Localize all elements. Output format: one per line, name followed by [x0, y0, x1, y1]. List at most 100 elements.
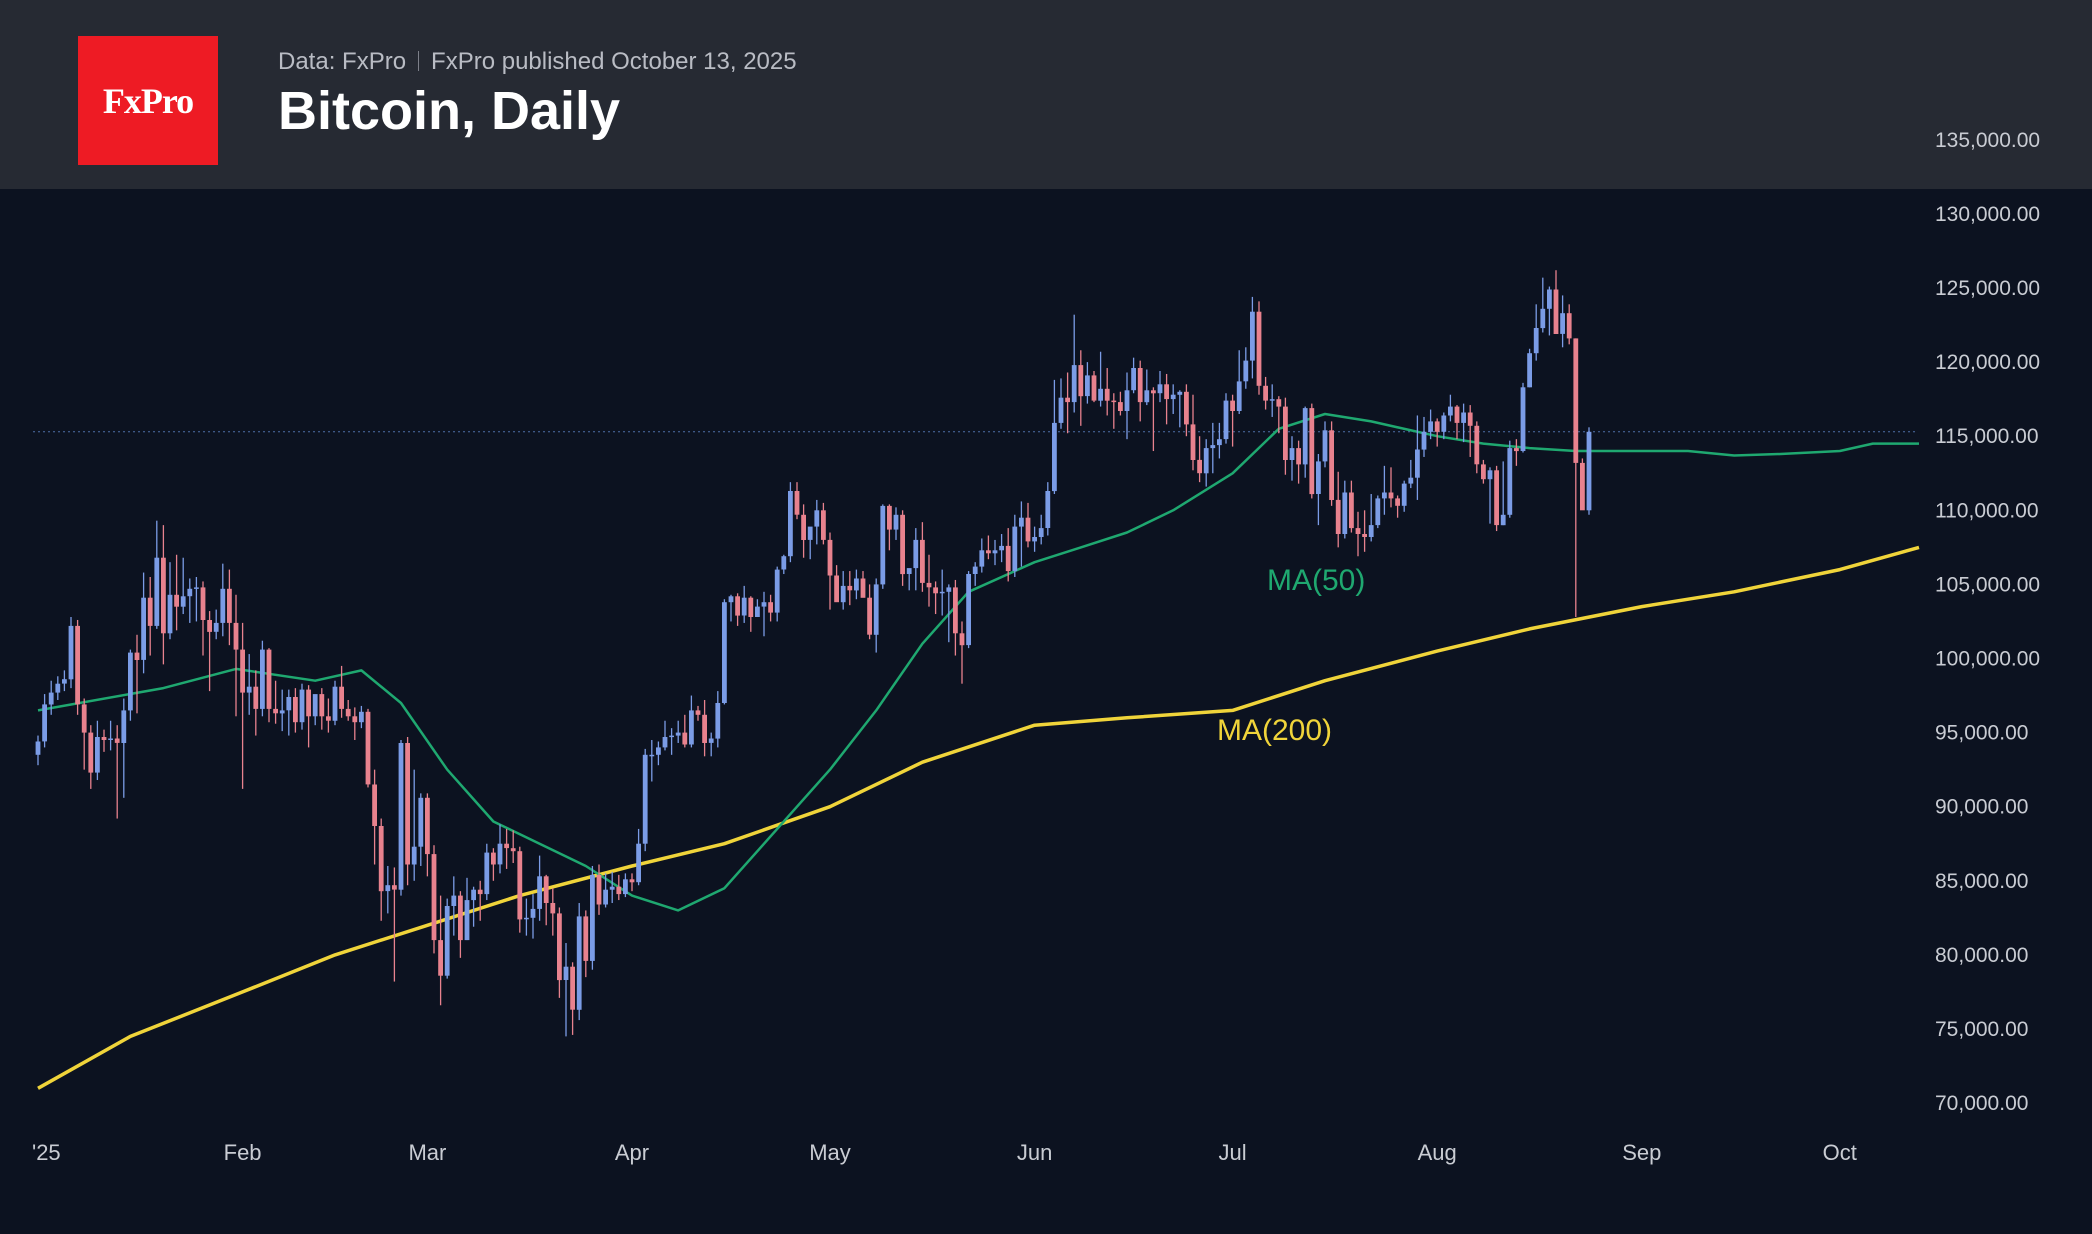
candle-body	[834, 575, 839, 603]
candle	[636, 828, 641, 886]
candle-body	[623, 879, 628, 895]
candle-body	[1474, 425, 1480, 465]
candle-body	[669, 735, 674, 738]
candle	[141, 572, 146, 674]
candle-body	[972, 566, 978, 574]
candle	[1184, 384, 1189, 437]
candles-layer	[35, 270, 1592, 1037]
candle-body	[464, 900, 470, 941]
candle-body	[1395, 498, 1400, 506]
candle-body	[319, 694, 325, 717]
candle-body	[167, 594, 173, 634]
candle	[1296, 440, 1301, 484]
candle	[81, 698, 87, 770]
candle	[1091, 371, 1097, 403]
candle	[570, 962, 575, 1035]
candle	[682, 714, 688, 748]
candle	[1045, 482, 1051, 536]
candle-body	[1230, 400, 1235, 411]
published-label: FxPro published October 13, 2025	[431, 48, 797, 75]
data-source-label: Data: FxPro	[278, 48, 407, 75]
candle-body	[662, 737, 668, 748]
candle	[220, 563, 226, 637]
candle-body	[1111, 400, 1117, 403]
candle-body	[1375, 498, 1381, 526]
candle-body	[35, 741, 41, 755]
candle	[458, 891, 463, 958]
candle	[484, 843, 490, 901]
candle	[1553, 270, 1559, 334]
candle	[880, 504, 886, 589]
y-tick-label: 80,000.00	[1935, 944, 2028, 967]
candle	[616, 874, 622, 901]
candle-body	[1349, 492, 1354, 529]
y-tick-label: 135,000.00	[1935, 129, 2040, 152]
candle-body	[715, 703, 721, 739]
candle	[293, 688, 298, 733]
candle	[1342, 480, 1348, 539]
candle-body	[306, 689, 311, 717]
candle	[385, 865, 391, 914]
candle	[702, 699, 707, 757]
candle-body	[550, 903, 556, 914]
candle	[999, 534, 1004, 563]
candle-body	[273, 708, 278, 714]
candle-body	[530, 908, 536, 918]
candle-body	[194, 587, 199, 589]
candle-body	[887, 505, 892, 530]
candle	[834, 565, 839, 603]
candle	[1382, 465, 1387, 515]
candle	[1434, 418, 1440, 447]
candle	[1065, 372, 1070, 434]
candle	[1217, 422, 1222, 459]
candle	[431, 845, 437, 954]
candle-body	[299, 689, 305, 723]
candle	[1494, 465, 1499, 532]
candle-body	[1276, 399, 1282, 407]
candle-body	[1210, 445, 1216, 449]
candle-body	[1388, 492, 1394, 499]
x-tick-label: Mar	[408, 1140, 446, 1165]
candle	[451, 876, 457, 936]
candle	[563, 943, 569, 1037]
candle	[477, 880, 483, 921]
candle	[1355, 511, 1361, 557]
candle	[1309, 403, 1315, 499]
candle	[88, 725, 94, 789]
candle-body	[372, 784, 377, 826]
candle	[530, 894, 536, 939]
candle	[207, 611, 212, 692]
candle-body	[1217, 439, 1222, 446]
candle-body	[161, 557, 166, 634]
candle	[1573, 338, 1579, 618]
candle-body	[1164, 384, 1169, 400]
candle-body	[484, 852, 490, 895]
candle	[154, 520, 160, 629]
candle-body	[656, 747, 661, 755]
x-tick-label: Feb	[224, 1140, 262, 1165]
candle-body	[352, 716, 358, 723]
candle	[1230, 394, 1235, 447]
candle-body	[609, 886, 615, 890]
candle-body	[1236, 381, 1242, 411]
candle-body	[1329, 430, 1334, 500]
candle	[1197, 436, 1202, 483]
candle	[1415, 415, 1420, 500]
candle-body	[1170, 394, 1176, 400]
candle-body	[1302, 408, 1308, 465]
candle-body	[543, 876, 549, 903]
candle	[1560, 295, 1565, 348]
candle-body	[1197, 459, 1202, 474]
candle	[1243, 347, 1249, 389]
candle-body	[1434, 421, 1440, 432]
candle	[1533, 304, 1539, 361]
candle-body	[1415, 449, 1420, 478]
candle-body	[431, 854, 437, 941]
candle-body	[378, 826, 384, 892]
candle	[1289, 436, 1295, 481]
candle-body	[174, 594, 179, 607]
candle-body	[279, 710, 285, 714]
candle	[1052, 379, 1057, 495]
candle-body	[570, 966, 575, 1010]
candle-body	[101, 737, 107, 740]
